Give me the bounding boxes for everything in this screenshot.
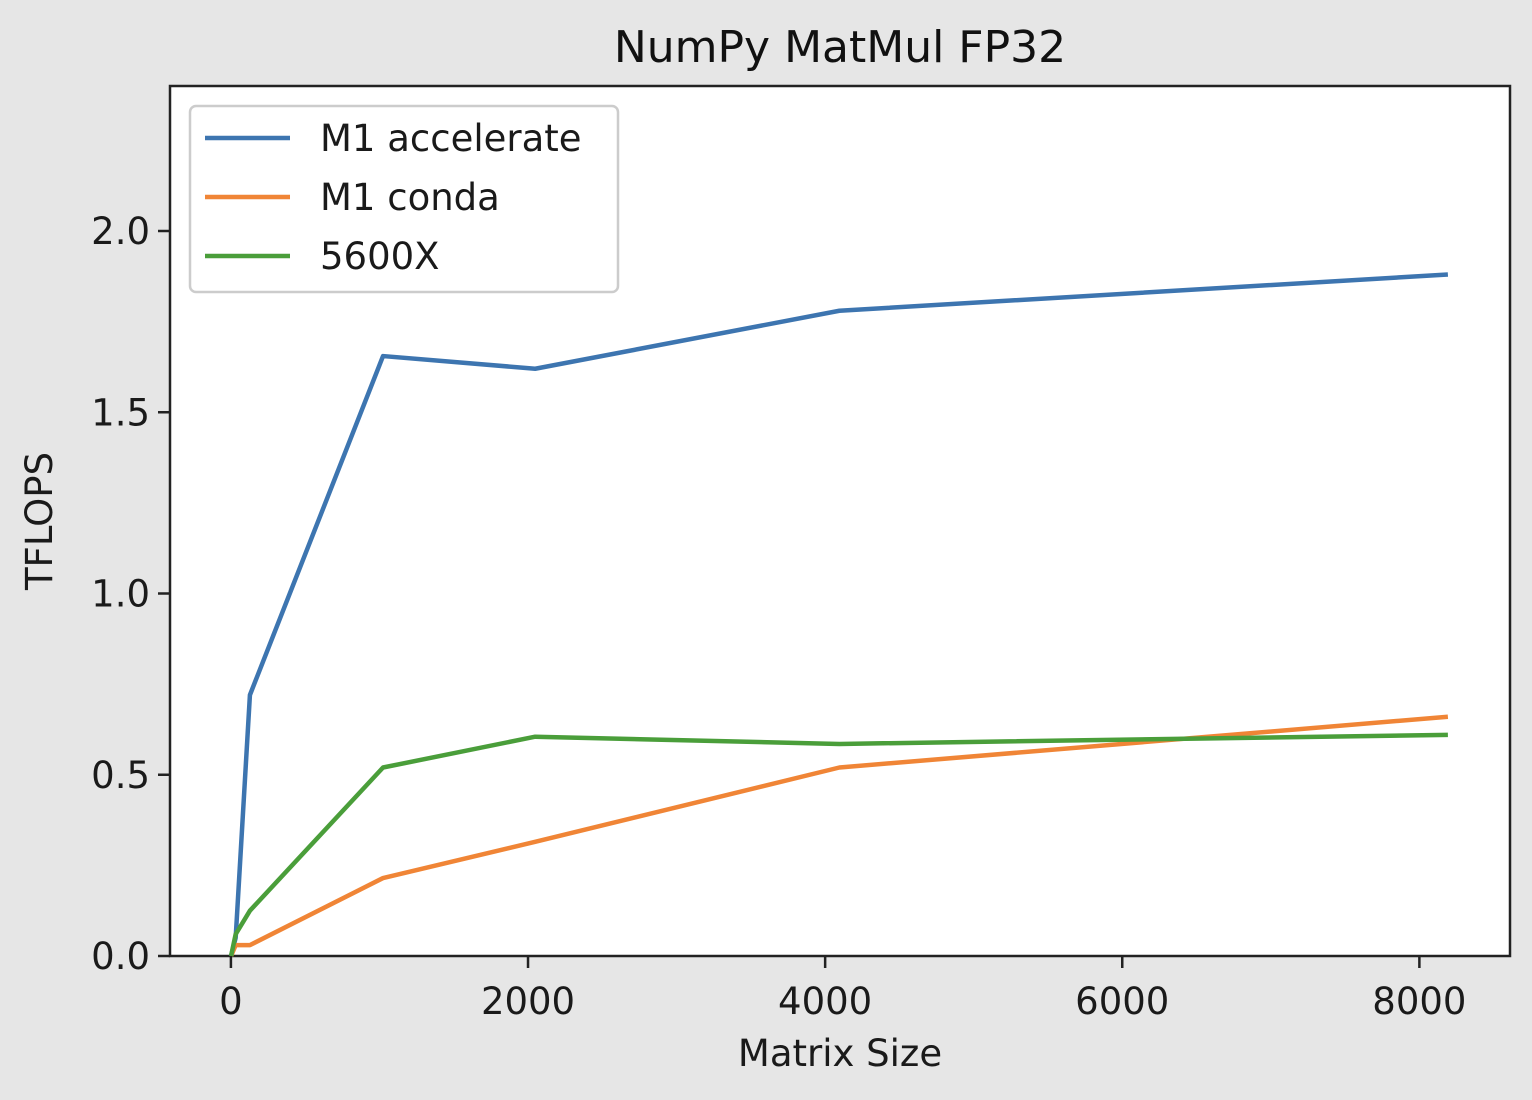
chart-title: NumPy MatMul FP32 [614,22,1066,73]
series-line-1 [228,714,1449,957]
x-tick-label: 8000 [1372,980,1466,1023]
x-tick-label: 2000 [481,980,575,1023]
x-tick-label: 4000 [778,980,872,1023]
y-tick-label: 1.0 [91,573,150,616]
y-tick-label: 0.5 [91,754,150,797]
legend-label-1: M1 conda [320,176,500,219]
y-tick-label: 0.0 [91,935,150,978]
y-tick-label: 1.5 [91,391,150,434]
x-axis: 0 2000 4000 6000 8000 [219,956,1466,1023]
x-tick-label: 6000 [1075,980,1169,1023]
series-layer [228,272,1449,957]
legend-label-0: M1 accelerate [320,117,582,160]
y-tick-label: 2.0 [91,210,150,253]
legend: M1 accelerate M1 conda 5600X [188,104,620,294]
x-axis-title: Matrix Size [738,1032,942,1075]
x-tick-label: 0 [219,980,243,1023]
y-axis: 0.0 0.5 1.0 1.5 2.0 [91,210,170,978]
series-line-2 [228,732,1448,957]
legend-label-2: 5600X [320,235,440,278]
legend-box [188,104,620,294]
y-axis-title: TFLOPS [18,452,61,591]
